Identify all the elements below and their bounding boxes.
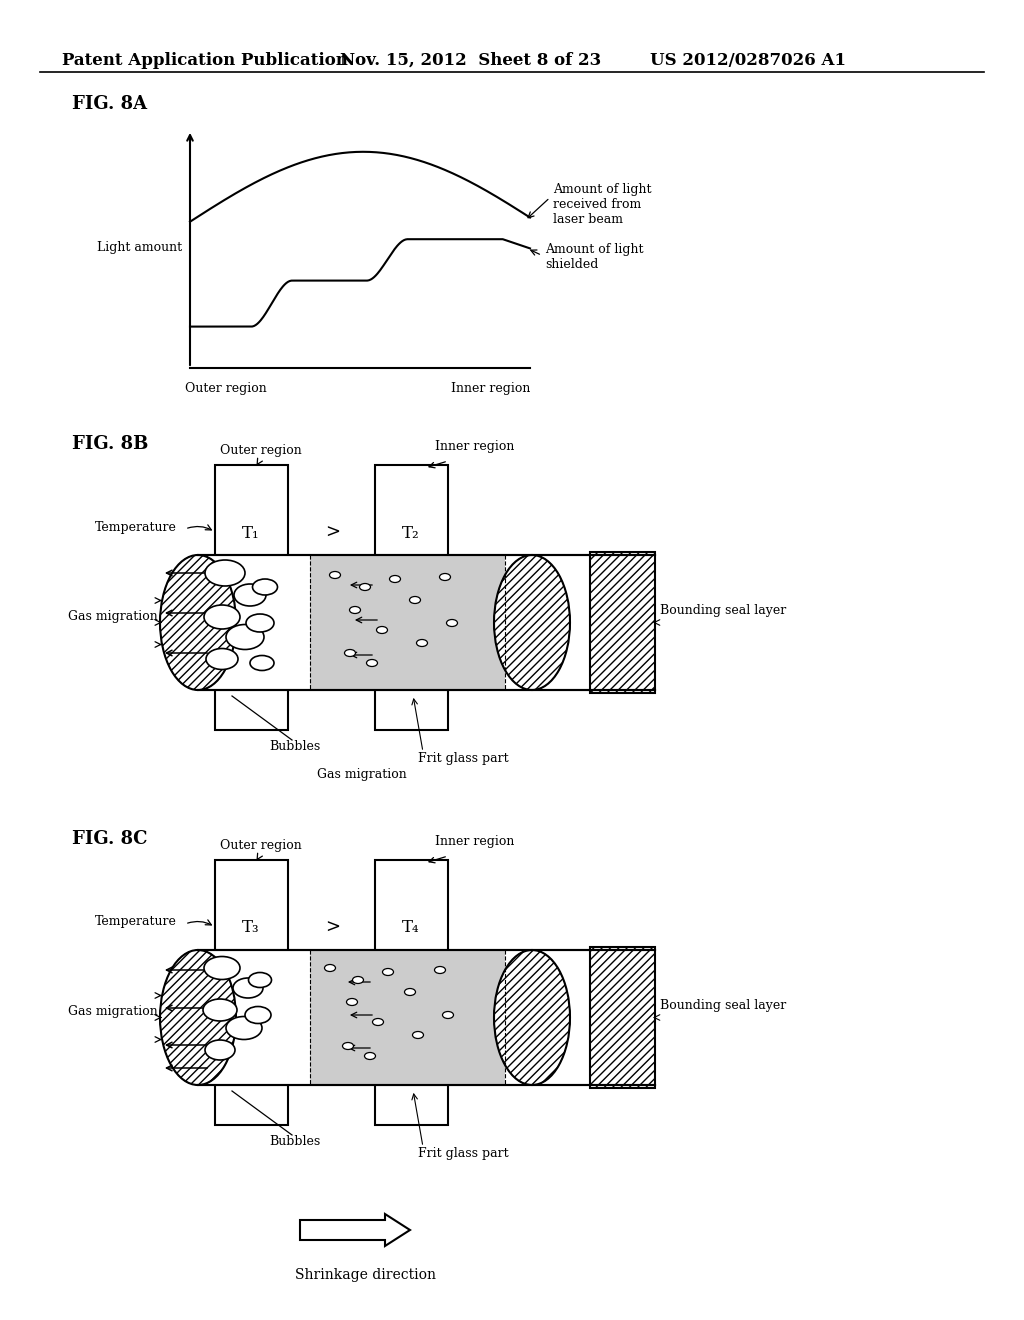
Bar xyxy=(198,950,655,1085)
Ellipse shape xyxy=(344,649,355,656)
Ellipse shape xyxy=(226,624,264,649)
Text: Nov. 15, 2012  Sheet 8 of 23: Nov. 15, 2012 Sheet 8 of 23 xyxy=(340,51,601,69)
Ellipse shape xyxy=(417,639,427,647)
Ellipse shape xyxy=(439,573,451,581)
Bar xyxy=(590,552,655,693)
Bar xyxy=(215,465,288,730)
Ellipse shape xyxy=(383,969,393,975)
Ellipse shape xyxy=(226,1016,262,1040)
Text: FIG. 8C: FIG. 8C xyxy=(72,830,147,847)
Ellipse shape xyxy=(160,950,236,1085)
Ellipse shape xyxy=(352,977,364,983)
Text: Inner region: Inner region xyxy=(451,381,530,395)
Ellipse shape xyxy=(494,950,570,1085)
Ellipse shape xyxy=(349,606,360,614)
Text: Gas migration: Gas migration xyxy=(68,1005,158,1018)
Text: Gas migration: Gas migration xyxy=(68,610,158,623)
Ellipse shape xyxy=(342,1043,353,1049)
Ellipse shape xyxy=(250,656,274,671)
Ellipse shape xyxy=(234,583,266,606)
Ellipse shape xyxy=(359,583,371,590)
Bar xyxy=(198,554,310,690)
Text: Light amount: Light amount xyxy=(97,242,182,255)
Text: US 2012/0287026 A1: US 2012/0287026 A1 xyxy=(650,51,846,69)
Ellipse shape xyxy=(204,605,240,630)
FancyArrow shape xyxy=(300,1214,410,1246)
Text: Temperature: Temperature xyxy=(95,520,177,533)
Text: Frit glass part: Frit glass part xyxy=(418,752,509,766)
Text: Shrinkage direction: Shrinkage direction xyxy=(295,1269,436,1282)
Ellipse shape xyxy=(494,554,570,690)
Ellipse shape xyxy=(245,1006,271,1023)
Ellipse shape xyxy=(330,572,341,578)
Text: >: > xyxy=(326,524,341,543)
Ellipse shape xyxy=(404,989,416,995)
Ellipse shape xyxy=(365,1052,376,1060)
Text: T₄: T₄ xyxy=(402,920,420,936)
Ellipse shape xyxy=(203,999,237,1020)
Ellipse shape xyxy=(253,579,278,595)
Text: Bounding seal layer: Bounding seal layer xyxy=(660,605,786,616)
Text: Frit glass part: Frit glass part xyxy=(418,1147,509,1160)
Bar xyxy=(198,950,310,1085)
Text: Outer region: Outer region xyxy=(185,381,266,395)
Text: Bounding seal layer: Bounding seal layer xyxy=(660,999,786,1012)
Ellipse shape xyxy=(204,957,240,979)
Ellipse shape xyxy=(442,1011,454,1019)
Bar xyxy=(310,950,505,1085)
Text: >: > xyxy=(326,919,341,937)
Bar xyxy=(505,554,565,690)
Text: T₁: T₁ xyxy=(243,524,260,541)
Ellipse shape xyxy=(410,597,421,603)
Ellipse shape xyxy=(205,560,245,586)
Ellipse shape xyxy=(367,660,378,667)
Ellipse shape xyxy=(233,978,263,998)
Bar xyxy=(310,554,505,690)
Text: Bubbles: Bubbles xyxy=(269,741,321,752)
Bar xyxy=(375,861,449,1125)
Ellipse shape xyxy=(206,648,238,669)
Text: Inner region: Inner region xyxy=(435,440,514,453)
Text: Gas migration: Gas migration xyxy=(317,768,407,781)
Ellipse shape xyxy=(389,576,400,582)
Text: FIG. 8A: FIG. 8A xyxy=(72,95,147,114)
Ellipse shape xyxy=(325,965,336,972)
Text: Inner region: Inner region xyxy=(435,836,514,847)
Text: Outer region: Outer region xyxy=(220,840,302,851)
Bar xyxy=(198,554,655,690)
Ellipse shape xyxy=(373,1019,384,1026)
Ellipse shape xyxy=(205,1040,234,1060)
Text: T₃: T₃ xyxy=(243,920,260,936)
Ellipse shape xyxy=(249,973,271,987)
Text: Temperature: Temperature xyxy=(95,916,177,928)
Text: Amount of light
received from
laser beam: Amount of light received from laser beam xyxy=(553,182,651,226)
Bar xyxy=(505,950,565,1085)
Text: FIG. 8B: FIG. 8B xyxy=(72,436,148,453)
Text: Patent Application Publication: Patent Application Publication xyxy=(62,51,348,69)
Bar xyxy=(375,465,449,730)
Ellipse shape xyxy=(446,619,458,627)
Ellipse shape xyxy=(160,554,236,690)
Ellipse shape xyxy=(377,627,387,634)
Bar xyxy=(215,861,288,1125)
Ellipse shape xyxy=(413,1031,424,1039)
Bar xyxy=(590,946,655,1088)
Text: Bubbles: Bubbles xyxy=(269,1135,321,1148)
Ellipse shape xyxy=(346,998,357,1006)
Ellipse shape xyxy=(246,614,274,632)
Text: Amount of light
shielded: Amount of light shielded xyxy=(545,243,643,272)
Text: T₂: T₂ xyxy=(402,524,420,541)
Ellipse shape xyxy=(434,966,445,974)
Text: Outer region: Outer region xyxy=(220,444,302,457)
